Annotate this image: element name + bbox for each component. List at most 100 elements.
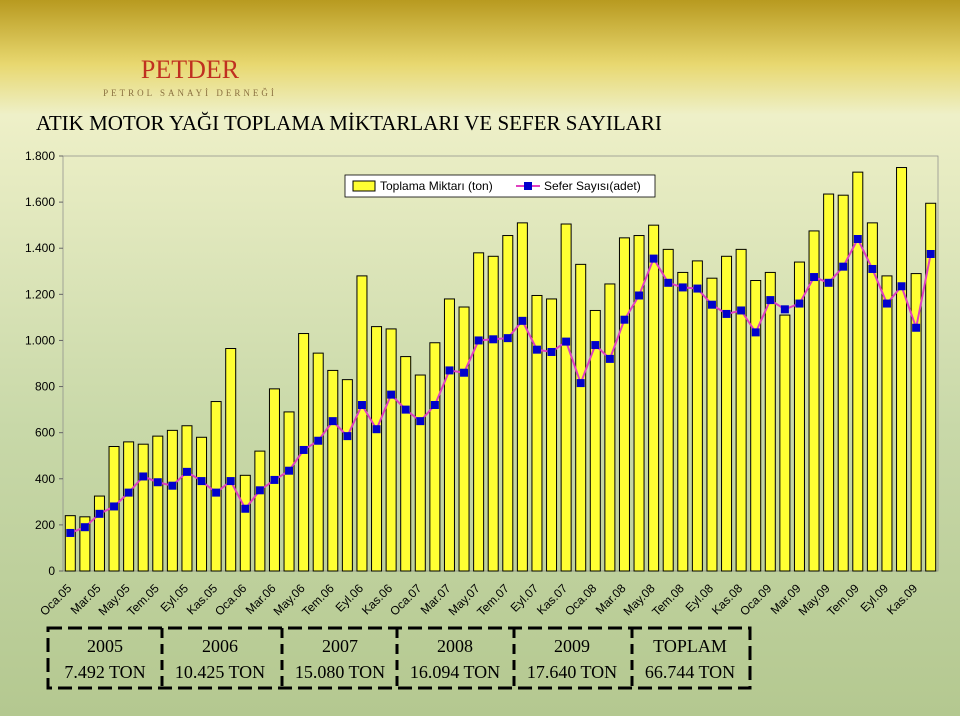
bar	[312, 352, 324, 572]
summary-total: 66.744 TON	[645, 662, 735, 682]
bar	[881, 275, 893, 572]
bar	[706, 277, 718, 572]
bar	[866, 222, 878, 572]
legend-marker	[524, 182, 532, 190]
bar	[852, 171, 864, 572]
bar	[896, 167, 908, 572]
bar	[925, 202, 937, 572]
bar	[633, 235, 645, 572]
bar	[385, 328, 397, 572]
bar	[604, 283, 616, 572]
line-marker	[255, 486, 264, 495]
line-marker	[518, 316, 527, 325]
chart-title: ATIK MOTOR YAĞI TOPLAMA MİKTARLARI VE SE…	[36, 111, 662, 135]
bar	[531, 294, 543, 572]
line-marker	[766, 296, 775, 305]
bar	[516, 222, 528, 572]
bar	[181, 425, 193, 572]
line-marker	[299, 445, 308, 454]
summary-total: 17.640 TON	[527, 662, 617, 682]
bar	[429, 342, 441, 572]
bar	[254, 450, 266, 572]
bar	[589, 309, 601, 572]
bar	[239, 474, 251, 572]
line-marker	[853, 235, 862, 243]
line-marker	[474, 336, 483, 345]
bar	[910, 273, 922, 572]
bar	[356, 275, 368, 572]
line-marker	[357, 401, 366, 409]
summary-frame	[46, 626, 752, 690]
summary-total: 15.080 TON	[295, 662, 385, 682]
line-marker	[620, 315, 629, 324]
y-tick-label: 1.400	[25, 241, 55, 255]
summary-total: 10.425 TON	[175, 662, 265, 682]
bar	[341, 379, 353, 572]
line-marker	[649, 254, 658, 263]
summary-year: 2007	[322, 636, 358, 656]
legend-swatch	[352, 180, 376, 192]
legend: Toplama Miktarı (ton) Sefer Sayısı(adet)	[344, 174, 656, 198]
bar	[79, 516, 91, 572]
line-marker	[416, 417, 425, 426]
bar	[837, 194, 849, 572]
y-tick-label: 1.800	[25, 149, 55, 163]
line-marker	[212, 488, 221, 497]
bar	[414, 374, 426, 572]
line-marker	[95, 509, 104, 518]
bar	[137, 443, 149, 572]
line-marker	[372, 425, 381, 434]
y-tick-label: 200	[35, 518, 55, 532]
bar	[560, 223, 572, 572]
line-marker	[839, 262, 848, 271]
summary: 2005 7.492 TON 2006 10.425 TON 2007 15.080 TO…	[46, 626, 752, 690]
line-marker	[343, 432, 352, 441]
line-marker	[314, 436, 323, 445]
line-marker	[430, 401, 439, 409]
bar	[648, 224, 660, 572]
bar	[225, 348, 237, 572]
legend-label: Toplama Miktarı (ton)	[380, 179, 493, 193]
line-marker	[197, 477, 206, 486]
bar	[764, 271, 776, 572]
line-marker	[489, 335, 498, 344]
line-marker	[503, 334, 512, 343]
bar	[458, 306, 470, 572]
line-marker	[926, 249, 935, 258]
line-marker	[678, 283, 687, 292]
line-marker	[80, 523, 89, 532]
y-tick-label: 0	[48, 564, 55, 578]
line-marker	[810, 273, 819, 282]
bar	[750, 280, 762, 572]
y-tick-label: 1.200	[25, 287, 55, 301]
bar	[473, 252, 485, 572]
summary-year: 2006	[202, 636, 238, 656]
line-marker	[868, 264, 877, 273]
bar	[196, 436, 208, 572]
line-marker	[110, 502, 119, 511]
line-marker	[387, 390, 396, 399]
bar	[735, 248, 747, 572]
bar	[93, 495, 105, 572]
line-marker	[445, 366, 454, 375]
line-marker	[285, 466, 294, 475]
bar	[152, 435, 164, 572]
line-marker	[66, 528, 75, 537]
summary-total: 7.492 TON	[64, 662, 145, 682]
plot-area	[62, 155, 939, 572]
line-marker	[897, 282, 906, 291]
line-marker	[824, 278, 833, 287]
bar	[64, 515, 76, 572]
bar	[443, 298, 455, 572]
y-tick-label: 1.600	[25, 195, 55, 209]
line-marker	[182, 467, 191, 476]
y-tick-label: 400	[35, 472, 55, 486]
line-marker	[605, 354, 614, 363]
bar	[371, 326, 383, 572]
summary-total: 16.094 TON	[410, 662, 500, 682]
line-marker	[139, 472, 148, 481]
line-marker	[168, 481, 177, 490]
line-marker	[576, 379, 585, 388]
y-tick-label: 600	[35, 426, 55, 440]
